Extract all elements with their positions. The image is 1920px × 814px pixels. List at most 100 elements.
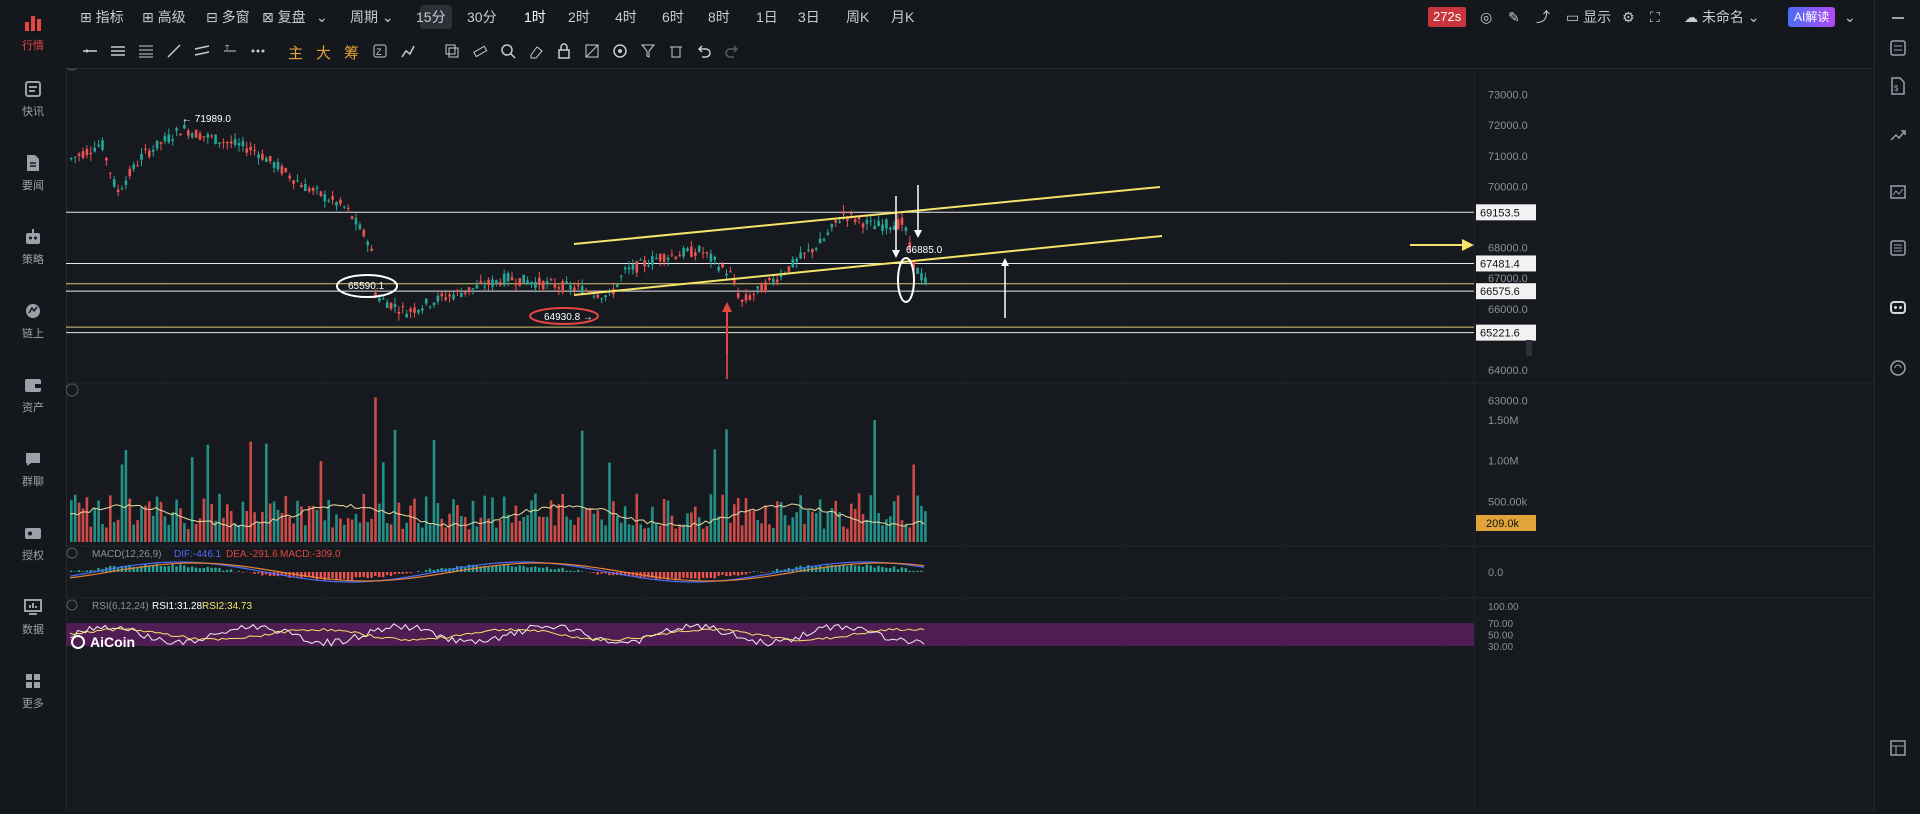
replay-button[interactable]: ⊠ 复盘 [262, 0, 306, 34]
fib-icon[interactable] [138, 43, 154, 59]
zoom-in-icon[interactable] [500, 43, 516, 59]
big-order-toggle[interactable]: 大 [316, 42, 331, 63]
trades-icon[interactable] [1888, 126, 1908, 146]
volume-bar [378, 504, 381, 542]
volume-bar [546, 517, 549, 542]
indicator-icon: ⊞ [80, 9, 92, 25]
multi-window-icon: ⊟ [206, 9, 218, 25]
layout-dropdown[interactable]: ☁ 未命名 ⌄ [1684, 0, 1760, 34]
tab-period[interactable]: 4时 [615, 0, 637, 34]
list-icon[interactable] [1888, 238, 1908, 258]
layout-panel-icon[interactable] [1888, 738, 1908, 758]
multi-window-button[interactable]: ⊟ 多窗 [206, 0, 250, 34]
candle-body [273, 162, 276, 168]
volume-bar [569, 520, 572, 542]
volume-bar [405, 523, 408, 542]
sidebar-item-market[interactable]: 行情 [0, 0, 66, 66]
volume-bar [285, 496, 288, 542]
candle-body [823, 239, 826, 240]
rsi-2: RSI2:34.73 [202, 601, 252, 612]
macd-bar [195, 568, 197, 572]
channel-icon[interactable] [194, 43, 210, 59]
calc-icon[interactable]: Z [372, 43, 388, 59]
pencil-icon[interactable]: ✎ [1508, 0, 1520, 34]
collapse-icon[interactable]: ⌄ [1844, 0, 1856, 34]
order-book-icon[interactable]: $ [1888, 76, 1908, 96]
tab-period[interactable]: 8时 [708, 0, 730, 34]
ruler-icon[interactable] [472, 43, 488, 59]
candle-body [753, 294, 756, 295]
share-icon[interactable]: ⤴ [1536, 0, 1550, 34]
text-tool-icon[interactable]: T [222, 43, 238, 59]
more-dots-icon[interactable] [250, 43, 266, 59]
chart-area[interactable]: 74000.073000.072000.071000.070000.068000… [66, 68, 1874, 811]
candle-body [97, 145, 100, 147]
candle-body [456, 290, 459, 291]
candle-body [160, 142, 163, 144]
candle-body [441, 294, 444, 297]
trash-icon[interactable] [668, 43, 684, 59]
horizontal-line-icon[interactable] [82, 43, 98, 59]
ai-interpret-button[interactable]: AI解读 [1788, 7, 1835, 27]
macd-bar [179, 564, 181, 572]
trend-line-icon[interactable] [166, 43, 182, 59]
bot-icon[interactable] [1888, 297, 1908, 317]
signal-icon[interactable] [1888, 358, 1908, 378]
eraser-icon[interactable] [528, 43, 544, 59]
sidebar-item-more[interactable]: 更多 [0, 658, 66, 724]
macd-bar [519, 566, 521, 572]
copy-icon[interactable] [444, 43, 460, 59]
filter-icon[interactable] [640, 43, 656, 59]
sidebar-item-headlines[interactable]: 要闻 [0, 140, 66, 206]
chip-distribution-toggle[interactable]: 筹 [344, 42, 359, 63]
tab-period[interactable]: 30分 [467, 0, 497, 34]
measure-icon[interactable] [400, 43, 416, 59]
macd-bar [706, 572, 708, 578]
sidebar-item-news[interactable]: 快讯 [0, 66, 66, 132]
tab-period[interactable]: 月K [891, 0, 914, 34]
monitor-icon [23, 597, 43, 617]
indicators-button[interactable]: ⊞ 指标 [80, 0, 124, 34]
tab-period[interactable]: 1日 [756, 0, 778, 34]
more-chevron-icon[interactable]: ⌄ [316, 0, 328, 34]
redo-icon[interactable] [724, 43, 740, 59]
tab-period[interactable]: 1时 [524, 0, 546, 34]
depth-chart-icon[interactable] [1888, 183, 1908, 203]
volume-bar [148, 501, 151, 542]
volume-bar [355, 514, 358, 542]
minimize-icon[interactable] [1888, 8, 1908, 28]
candlestick-chart[interactable]: 74000.073000.072000.071000.070000.068000… [66, 68, 1874, 811]
lock-icon[interactable] [556, 43, 572, 59]
sidebar-item-strategy[interactable]: 策略 [0, 214, 66, 280]
favorite-icon[interactable] [1888, 38, 1908, 58]
main-indicator-toggle[interactable]: 主 [288, 42, 303, 63]
sidebar-item-group-chat[interactable]: 群聊 [0, 436, 66, 502]
volume-bar [558, 504, 561, 542]
undo-icon[interactable] [696, 43, 712, 59]
candle-body [714, 257, 717, 260]
display-button[interactable]: ▭ 显示 [1566, 0, 1611, 34]
tab-period[interactable]: 2时 [568, 0, 590, 34]
macd-bar [347, 572, 349, 580]
sidebar-item-data[interactable]: 数据 [0, 584, 66, 650]
volume-bar [370, 519, 373, 542]
tab-period[interactable]: 周K [846, 0, 869, 34]
sidebar-item-onchain[interactable]: 链上 [0, 288, 66, 354]
fullscreen-icon[interactable]: ⛶ [1650, 0, 1660, 34]
volume-bar [468, 529, 471, 542]
parallel-lines-icon[interactable] [110, 43, 126, 59]
candle-body [597, 295, 600, 298]
magnet-icon[interactable] [612, 43, 628, 59]
sidebar-item-authorize[interactable]: 授权 [0, 510, 66, 576]
candle-body [207, 134, 210, 137]
settings-icon[interactable]: ⚙ [1622, 0, 1635, 34]
hide-icon[interactable] [584, 43, 600, 59]
camera-icon[interactable]: ◎ [1480, 0, 1492, 34]
volume-bar [577, 517, 580, 542]
advanced-button[interactable]: ⊞ 高级 [142, 0, 186, 34]
sidebar-item-assets[interactable]: 资产 [0, 362, 66, 428]
tab-period[interactable]: 3日 [798, 0, 820, 34]
tab-period[interactable]: 6时 [662, 0, 684, 34]
period-dropdown[interactable]: 周期 ⌄ [350, 0, 394, 34]
tab-period[interactable]: 15分 [416, 0, 446, 34]
